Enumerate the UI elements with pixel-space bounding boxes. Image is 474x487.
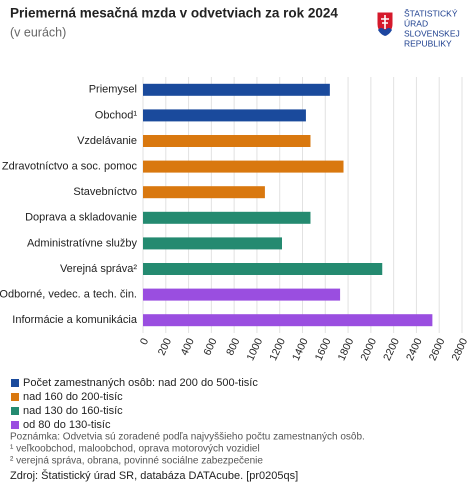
chart-title: Priemerná mesačná mzda v odvetviach za r… [10,6,338,21]
y-tick-label: Stavebníctvo [73,186,137,198]
x-tick-label: 2400 [404,336,425,362]
x-tick-label: 400 [179,336,197,357]
y-tick-label: Vzdelávanie [77,135,137,147]
logo-cross [381,15,389,29]
legend-label: nad 130 do 160-tisíc [23,405,123,417]
legend-label: Počet zamestnaných osôb: nad 200 do 500-… [23,377,258,389]
y-tick-label: Obchod¹ [95,109,138,121]
y-tick-label: Informácie a komunikácia [12,314,138,326]
x-tick-label: 2200 [381,336,402,362]
legend-label: od 80 do 130-tisíc [23,419,111,431]
bar [143,160,344,173]
y-tick-label: Doprava a skladovanie [25,212,137,224]
y-tick-label: Administratívne služby [27,237,138,249]
x-tick-label: 1000 [244,336,265,362]
x-tick-label: 200 [156,336,174,357]
legend-swatch [11,421,19,429]
y-tick-label: Odborné, vedec. a tech. čin. [0,289,137,301]
y-tick-label: Verejná správa² [60,263,137,275]
note: ¹ veľkoobchod, maloobchod, oprava motoro… [10,444,260,455]
logo-text: ŠTATISTICKÝ [404,8,458,18]
x-tick-label: 600 [201,336,219,357]
x-tick-label: 2600 [427,336,448,362]
logo-text: REPUBLIKY [404,38,452,48]
bar [143,263,383,275]
legend-label: nad 160 do 200-tisíc [23,391,123,403]
bar [143,314,433,327]
logo-hills [378,28,392,36]
x-tick-label: 1600 [313,336,334,362]
x-tick-label: 2800 [449,336,470,362]
x-tick-label: 1400 [290,336,311,362]
bar [143,83,330,96]
chart-subtitle: (v eurách) [10,25,66,39]
bar [143,288,341,301]
x-tick-label: 0 [138,336,151,347]
note: Poznámka: Odvetvia sú zoradené podľa naj… [10,432,365,443]
y-tick-label: Zdravotníctvo a soc. pomoc [2,161,138,173]
source: Zdroj: Štatistický úrad SR, databáza DAT… [10,469,298,482]
x-tick-label: 1200 [267,336,288,362]
logo-text: SLOVENSKEJ [404,28,460,38]
bar [143,237,282,250]
bar [143,109,306,122]
legend-swatch [11,407,19,415]
legend-swatch [11,393,19,401]
note: ² verejná správa, obrana, povinné sociál… [10,456,263,467]
logo-text: ÚRAD [404,18,428,28]
logo [376,11,394,37]
bar [143,186,265,199]
x-tick-label: 800 [224,336,242,357]
bar [143,211,311,224]
x-tick-label: 2000 [358,336,379,362]
legend-swatch [11,379,19,387]
x-tick-label: 1800 [336,336,357,362]
y-tick-label: Priemysel [89,84,137,96]
bar [143,135,311,147]
